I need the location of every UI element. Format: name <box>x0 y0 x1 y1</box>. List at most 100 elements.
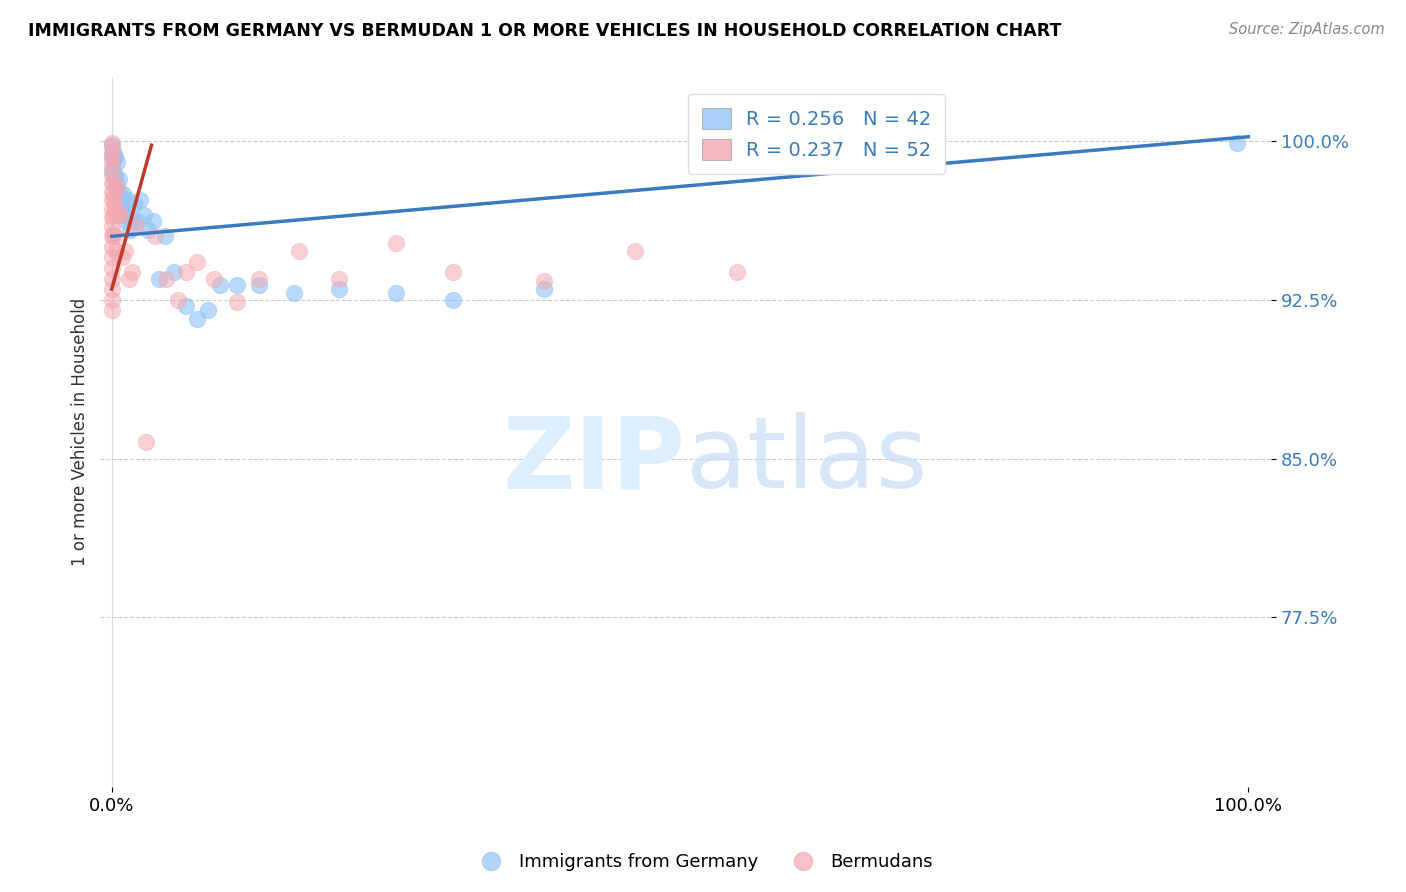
Point <box>385 235 408 250</box>
Text: IMMIGRANTS FROM GERMANY VS BERMUDAN 1 OR MORE VEHICLES IN HOUSEHOLD CORRELATION : IMMIGRANTS FROM GERMANY VS BERMUDAN 1 OR… <box>28 22 1062 40</box>
Point <box>225 294 247 309</box>
Point <box>100 210 122 224</box>
Point <box>283 286 305 301</box>
Point <box>225 277 247 292</box>
Point <box>174 265 197 279</box>
Point <box>100 282 122 296</box>
Point <box>104 229 127 244</box>
Point <box>117 194 139 208</box>
Point <box>197 303 219 318</box>
Point <box>100 260 122 275</box>
Point <box>249 277 271 292</box>
Point <box>186 254 208 268</box>
Point <box>100 251 122 265</box>
Point <box>328 282 350 296</box>
Point <box>142 214 165 228</box>
Point <box>105 180 128 194</box>
Point <box>129 194 152 208</box>
Point <box>107 208 129 222</box>
Point <box>174 299 197 313</box>
Point <box>101 208 124 222</box>
Point <box>104 202 127 216</box>
Point <box>104 169 127 184</box>
Point <box>118 271 141 285</box>
Point <box>533 274 555 288</box>
Point <box>118 223 141 237</box>
Point <box>202 271 225 285</box>
Point <box>103 151 125 165</box>
Point <box>107 172 129 186</box>
Point <box>108 208 131 222</box>
Legend: Immigrants from Germany, Bermudans: Immigrants from Germany, Bermudans <box>467 847 939 879</box>
Point <box>121 265 143 279</box>
Point <box>100 194 122 208</box>
Point <box>100 229 122 244</box>
Point <box>725 265 748 279</box>
Point <box>155 271 177 285</box>
Point <box>100 177 122 191</box>
Point <box>111 202 134 216</box>
Point <box>100 140 122 154</box>
Point <box>104 149 127 163</box>
Point <box>111 251 134 265</box>
Point <box>100 153 122 167</box>
Point <box>108 186 131 201</box>
Point <box>121 214 143 228</box>
Point <box>186 311 208 326</box>
Point <box>163 265 186 279</box>
Point <box>441 293 464 307</box>
Point <box>112 186 135 201</box>
Point <box>103 194 125 208</box>
Point <box>105 180 128 194</box>
Point <box>148 271 170 285</box>
Point <box>288 244 311 258</box>
Point <box>105 177 128 191</box>
Point <box>105 155 128 169</box>
Point <box>100 293 122 307</box>
Point <box>533 282 555 296</box>
Point <box>100 146 122 161</box>
Point <box>100 149 122 163</box>
Point <box>105 244 128 258</box>
Point <box>441 265 464 279</box>
Text: ZIP: ZIP <box>503 412 686 509</box>
Point <box>100 202 122 216</box>
Legend: R = 0.256   N = 42, R = 0.237   N = 52: R = 0.256 N = 42, R = 0.237 N = 52 <box>688 95 945 174</box>
Point <box>100 168 122 182</box>
Point <box>100 136 122 150</box>
Point <box>385 286 408 301</box>
Point <box>100 138 122 153</box>
Point <box>328 271 350 285</box>
Point <box>101 186 124 201</box>
Point <box>112 208 135 222</box>
Point <box>135 434 157 449</box>
Point <box>208 277 231 292</box>
Point <box>623 244 645 258</box>
Point <box>125 214 148 228</box>
Point <box>100 303 122 318</box>
Text: Source: ZipAtlas.com: Source: ZipAtlas.com <box>1229 22 1385 37</box>
Point <box>110 194 132 208</box>
Point <box>153 229 176 244</box>
Point <box>101 145 124 159</box>
Point <box>103 166 125 180</box>
Point <box>114 244 136 258</box>
Point <box>166 293 188 307</box>
Point <box>124 197 146 211</box>
Point <box>100 271 122 285</box>
Point <box>100 240 122 254</box>
Point <box>101 177 124 191</box>
Point <box>132 208 155 222</box>
Point <box>124 219 146 233</box>
Point <box>100 185 122 199</box>
Point <box>100 160 122 174</box>
Point <box>100 219 122 233</box>
Y-axis label: 1 or more Vehicles in Household: 1 or more Vehicles in Household <box>72 298 89 566</box>
Point <box>143 229 166 244</box>
Point <box>100 163 122 178</box>
Point <box>101 227 124 241</box>
Point <box>115 214 138 228</box>
Point <box>249 271 271 285</box>
Point <box>1226 136 1249 150</box>
Text: atlas: atlas <box>686 412 928 509</box>
